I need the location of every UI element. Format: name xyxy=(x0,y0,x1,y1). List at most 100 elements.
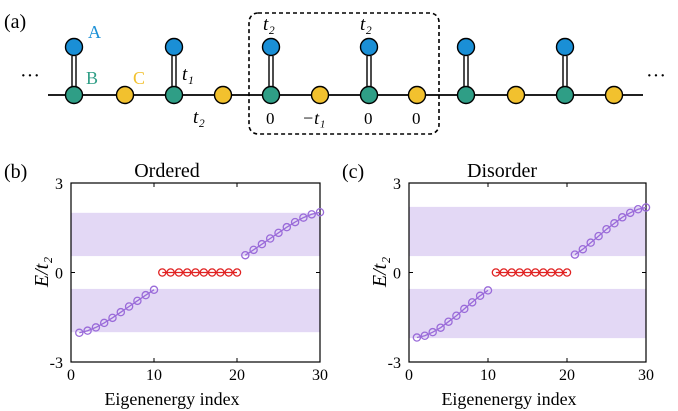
x-tick-label: 20 xyxy=(229,367,245,384)
y-tick-label: 3 xyxy=(393,176,401,193)
y-axis-label: E/t₂ xyxy=(31,257,53,288)
plot-area: 0 10 20 30-303 xyxy=(50,176,328,384)
x-tick-label: 20 xyxy=(559,367,575,384)
sites-a xyxy=(64,37,575,57)
bulk-band xyxy=(409,288,646,339)
data-point xyxy=(274,228,283,238)
data-point xyxy=(282,222,292,232)
sites-c xyxy=(115,85,624,105)
data-point xyxy=(562,268,572,277)
data-point xyxy=(412,333,422,342)
site-b-dot xyxy=(555,85,575,105)
series-line xyxy=(244,211,321,256)
data-point xyxy=(83,326,92,335)
hopping-t1-label: t₁ xyxy=(182,64,194,85)
double-bonds xyxy=(71,56,568,88)
site-c-dot xyxy=(506,85,526,105)
site-a-label: A xyxy=(88,22,101,42)
y-tick-label: 3 xyxy=(55,176,63,193)
y-tick-label: 0 xyxy=(393,266,401,283)
data-point xyxy=(460,304,469,314)
data-point xyxy=(499,268,509,277)
data-point xyxy=(174,268,184,277)
site-a-dot xyxy=(164,37,184,57)
data-point xyxy=(428,327,437,337)
panel-b-chart: (b) Ordered 0 10 20 30-303 Eigenenergy inde… xyxy=(4,160,328,409)
data-point xyxy=(133,296,142,306)
site-c-dot xyxy=(310,85,330,105)
data-point xyxy=(586,238,595,247)
data-point xyxy=(141,290,150,300)
data-point xyxy=(507,268,516,277)
sites-b xyxy=(64,85,575,105)
data-point xyxy=(633,205,643,214)
data-point xyxy=(610,219,619,228)
data-point xyxy=(554,268,564,277)
series-line xyxy=(79,289,155,334)
bulk-band xyxy=(71,212,320,257)
chart-title: Disorder xyxy=(467,160,537,182)
x-tick-label: 10 xyxy=(146,367,162,384)
data-point xyxy=(75,328,84,338)
data-point xyxy=(207,268,217,277)
panel-a: (a) ··· ··· xyxy=(4,11,666,135)
data-point xyxy=(191,268,200,277)
x-tick-label: 0 xyxy=(405,367,413,384)
cell-bottom-label: 0 xyxy=(412,109,421,128)
data-point xyxy=(182,268,192,277)
bulk-band xyxy=(71,288,320,333)
unit-cell-box xyxy=(248,12,440,135)
series-line xyxy=(416,289,489,339)
site-b-dot xyxy=(456,85,476,105)
hopping-t2-label: t₂ xyxy=(193,107,205,128)
data-point xyxy=(124,302,134,311)
data-point xyxy=(116,307,126,317)
data-point xyxy=(483,286,493,295)
site-a-dot xyxy=(64,37,84,57)
data-point xyxy=(546,268,556,277)
data-point xyxy=(149,285,159,295)
data-point xyxy=(444,317,453,326)
data-point xyxy=(594,231,603,241)
data-point xyxy=(224,268,233,277)
panel-c-chart: (c) Disorder 0 10 20 30-303 Eigenenergy ind… xyxy=(342,160,654,409)
x-axis-label: Eigenenergy index xyxy=(441,389,576,409)
cell-bottom-label: 0 xyxy=(364,109,373,128)
data-point xyxy=(602,224,611,234)
plot-area: 0 10 20 30-303 xyxy=(388,176,654,384)
data-point xyxy=(531,268,540,277)
y-tick-label: -3 xyxy=(50,355,63,372)
data-point xyxy=(420,331,430,340)
data-point xyxy=(249,245,258,255)
y-axis-label: E/t₂ xyxy=(369,257,391,288)
data-point xyxy=(539,268,548,277)
data-point xyxy=(241,250,250,260)
data-point xyxy=(108,313,117,323)
data-point xyxy=(578,244,588,254)
series-line xyxy=(574,206,647,256)
data-point xyxy=(467,298,477,307)
site-b-dot xyxy=(261,85,281,105)
site-c-dot xyxy=(604,85,624,105)
site-c-dot xyxy=(115,85,135,105)
site-c-dot xyxy=(213,85,233,105)
panel-a-label: (a) xyxy=(4,11,26,33)
site-b-dot xyxy=(64,85,84,105)
data-point xyxy=(315,207,325,217)
site-c-label: C xyxy=(133,68,145,88)
site-b-dot xyxy=(359,85,379,105)
data-point xyxy=(307,210,316,219)
cell-top-left-label: t₂ xyxy=(263,14,275,35)
y-tick-label: 0 xyxy=(55,266,63,283)
x-tick-label: 0 xyxy=(67,367,75,384)
data-point xyxy=(618,213,627,222)
data-point xyxy=(257,239,267,249)
cell-top-right-label: t₂ xyxy=(360,14,372,35)
site-c-dot xyxy=(407,85,427,105)
data-point xyxy=(452,311,461,321)
ellipsis-right: ··· xyxy=(646,65,666,87)
data-point xyxy=(299,213,308,222)
site-a-dot xyxy=(359,37,379,57)
data-point xyxy=(166,268,175,277)
